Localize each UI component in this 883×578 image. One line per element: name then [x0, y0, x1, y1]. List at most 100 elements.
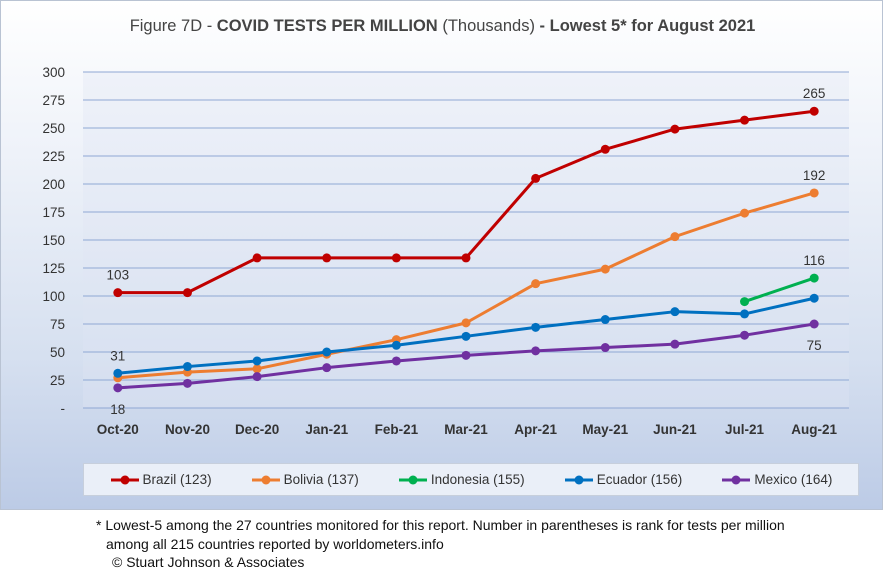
series-line-indonesia: [744, 276, 815, 304]
data-label: 116: [803, 253, 825, 268]
data-point-mexico: [322, 363, 332, 373]
legend-label: Mexico (164): [754, 472, 833, 487]
x-tick-label: Apr-21: [514, 422, 557, 437]
title-prefix: Figure 7D -: [129, 17, 217, 35]
x-tick-label: Jul-21: [725, 422, 765, 437]
data-point-mexico: [809, 319, 819, 329]
data-point-ecuador: [391, 340, 401, 350]
legend-item-indonesia: Indonesia (155): [398, 472, 525, 487]
line-chart: 300 275 250 225 200 175 150 125 100 75 50 25 - Oct-20…: [42, 65, 849, 437]
data-point-brazil: [322, 253, 332, 263]
data-point-bolivia: [600, 264, 610, 274]
y-tick-label: -: [61, 401, 66, 416]
data-point-mexico: [600, 343, 610, 353]
data-label: 75: [807, 338, 822, 353]
data-label: 31: [110, 348, 125, 363]
chart-legend: Brazil (123) Bolivia (137) Indonesia (155)…: [83, 463, 859, 496]
data-point-brazil: [740, 115, 750, 125]
copyright: © Stuart Johnson & Associates: [112, 554, 305, 570]
data-label: 18: [110, 402, 125, 417]
legend-marker-indonesia: [398, 475, 427, 484]
legend-item-mexico: Mexico (164): [721, 472, 832, 487]
y-tick-label: 275: [42, 93, 65, 108]
data-point-mexico: [740, 330, 750, 340]
x-tick-label: May-21: [582, 422, 628, 437]
data-point-brazil: [252, 253, 262, 263]
data-point-ecuador: [252, 356, 262, 366]
footnote: * Lowest-5 among the 27 countries monito…: [96, 516, 785, 572]
y-tick-label: 225: [42, 149, 65, 164]
x-tick-label: Aug-21: [791, 422, 837, 437]
legend-label: Bolivia (137): [283, 472, 359, 487]
data-label: 192: [803, 168, 826, 183]
x-tick-label: Mar-21: [444, 422, 488, 437]
legend-label: Indonesia (155): [430, 472, 525, 487]
data-point-ecuador: [600, 315, 610, 325]
y-tick-label: 125: [42, 261, 65, 276]
y-tick-label: 50: [50, 345, 65, 360]
x-tick-label: Jun-21: [653, 422, 697, 437]
data-point-bolivia: [252, 364, 262, 374]
footnote-line-1: * Lowest-5 among the 27 countries monito…: [96, 517, 785, 533]
data-point-bolivia: [740, 208, 750, 218]
legend-label: Ecuador (156): [596, 472, 683, 487]
data-point-mexico: [391, 356, 401, 366]
legend-marker-bolivia: [251, 475, 280, 484]
x-tick-label: Feb-21: [375, 422, 419, 437]
y-tick-label: 75: [50, 317, 65, 332]
data-label: 103: [107, 268, 130, 283]
chart-title: Figure 7D - COVID TESTS PER MILLION (Tho…: [1, 17, 883, 36]
data-point-brazil: [113, 288, 123, 298]
data-point-brazil: [461, 253, 471, 263]
data-point-mexico: [531, 346, 541, 356]
legend-marker-brazil: [110, 475, 139, 484]
data-label: 265: [803, 86, 826, 101]
data-point-ecuador: [322, 347, 332, 357]
data-point-ecuador: [461, 331, 471, 341]
legend-label: Brazil (123): [142, 472, 212, 487]
data-point-indonesia: [809, 273, 819, 283]
data-point-mexico: [252, 372, 262, 382]
y-tick-label: 250: [42, 121, 65, 136]
x-tick-label: Dec-20: [235, 422, 279, 437]
y-tick-label: 175: [42, 205, 65, 220]
title-main: COVID TESTS PER MILLION: [216, 17, 438, 35]
data-point-ecuador: [531, 322, 541, 332]
data-point-brazil: [809, 106, 819, 116]
data-point-mexico: [182, 378, 192, 388]
data-point-brazil: [600, 144, 610, 154]
data-point-bolivia: [531, 279, 541, 289]
legend-item-bolivia: Bolivia (137): [251, 472, 359, 487]
data-point-brazil: [391, 253, 401, 263]
legend-marker-ecuador: [564, 475, 593, 484]
x-tick-label: Nov-20: [165, 422, 210, 437]
data-point-ecuador: [740, 309, 750, 319]
data-point-bolivia: [809, 188, 819, 198]
data-point-indonesia: [740, 297, 750, 307]
y-tick-label: 150: [42, 233, 65, 248]
data-point-brazil: [670, 124, 680, 134]
data-point-ecuador: [809, 293, 819, 303]
x-tick-label: Jan-21: [305, 422, 348, 437]
data-point-ecuador: [670, 307, 680, 317]
y-tick-label: 300: [42, 65, 65, 80]
data-point-mexico: [670, 339, 680, 349]
data-point-ecuador: [182, 362, 192, 372]
y-tick-label: 25: [50, 373, 65, 388]
title-suffix: - Lowest 5* for August 2021: [534, 17, 756, 35]
data-point-ecuador: [113, 368, 123, 378]
legend-marker-mexico: [722, 475, 751, 484]
y-tick-label: 200: [42, 177, 65, 192]
x-tick-label: Oct-20: [97, 422, 139, 437]
data-point-brazil: [531, 173, 541, 183]
legend-item-brazil: Brazil (123): [110, 472, 212, 487]
legend-item-ecuador: Ecuador (156): [564, 472, 683, 487]
chart-area: 300 275 250 225 200 175 150 125 100 75 50 25 - Oct-20…: [0, 0, 883, 510]
data-point-bolivia: [461, 318, 471, 328]
data-point-mexico: [113, 383, 123, 393]
title-units: (Thousands): [437, 17, 535, 35]
data-point-mexico: [461, 350, 471, 360]
footnote-line-2: among all 215 countries reported by worl…: [106, 535, 444, 552]
data-point-brazil: [182, 288, 192, 298]
data-point-bolivia: [670, 232, 680, 242]
